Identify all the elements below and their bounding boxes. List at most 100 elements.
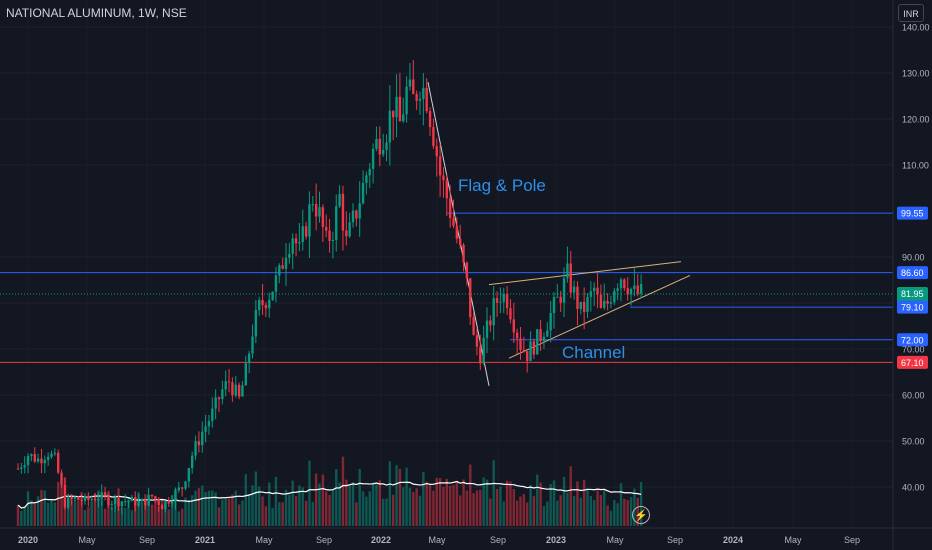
candle-body <box>475 335 479 347</box>
volume-bar <box>314 473 318 526</box>
volume-bar <box>432 490 435 526</box>
volume-bar <box>137 492 140 526</box>
candle-body <box>576 286 579 309</box>
volume-bar <box>546 501 549 526</box>
volume-bar <box>187 499 191 526</box>
volume-bar <box>26 491 30 526</box>
volume-bar <box>368 491 371 526</box>
volume-bar <box>465 490 469 526</box>
time-tick-label: May <box>78 535 96 545</box>
candle-body <box>519 338 522 350</box>
candle-body <box>137 500 140 506</box>
candle-body <box>325 226 328 231</box>
candle-body <box>502 293 505 302</box>
flag-pole-annotation: Flag & Pole <box>458 176 546 195</box>
candlesticks <box>16 60 643 515</box>
volume-bar <box>284 489 288 526</box>
candle-body <box>241 385 244 397</box>
volume-bar <box>271 507 274 526</box>
candle-body <box>345 230 348 237</box>
volume-bar <box>479 489 482 526</box>
time-tick-label: Sep <box>844 535 860 545</box>
volume-bar <box>536 474 539 526</box>
channel-annotation: Channel <box>562 343 625 362</box>
volume-bar <box>281 502 284 526</box>
candle-body <box>636 285 639 294</box>
currency-button[interactable]: INR <box>898 4 924 22</box>
time-tick-label: 2020 <box>18 535 38 545</box>
candle-body <box>515 332 519 339</box>
annotations: Flag & Pole Channel <box>458 176 625 362</box>
candle-body <box>619 279 623 289</box>
candle-body <box>392 110 395 118</box>
candle-body <box>606 300 609 304</box>
volume-bar <box>509 481 512 526</box>
volume-bar <box>254 471 258 526</box>
volume-bar <box>428 485 432 526</box>
candle-body <box>174 490 177 502</box>
time-tick-label: May <box>255 535 273 545</box>
volume-bar <box>294 496 298 526</box>
price-tick-label: 120.00 <box>902 115 930 125</box>
candle-body <box>43 460 46 464</box>
candle-body <box>398 96 402 122</box>
volume-bar <box>134 501 137 526</box>
volume-bar <box>318 483 321 526</box>
price-tick-label: 50.00 <box>902 437 925 447</box>
candle-body <box>549 313 552 331</box>
volume-bar <box>227 498 231 526</box>
candle-body <box>184 481 187 489</box>
candle-body <box>308 204 311 237</box>
candle-body <box>532 341 536 355</box>
candle-body <box>268 299 271 309</box>
candle-body <box>73 496 77 499</box>
candle-body <box>428 111 432 128</box>
volume-bar <box>217 507 221 526</box>
volume-bar <box>130 510 134 526</box>
candle-body <box>582 301 586 312</box>
volume-bar <box>522 494 526 526</box>
volume-bar <box>298 485 301 526</box>
volume-bar <box>274 476 278 526</box>
candle-body <box>341 193 345 231</box>
volume-bar <box>234 490 237 526</box>
candle-body <box>448 198 452 219</box>
price-tick-label: 60.00 <box>902 391 925 401</box>
volume-bar <box>23 506 26 526</box>
volume-bar <box>519 496 522 526</box>
volume-bar <box>43 490 46 526</box>
volume-bar <box>532 496 536 526</box>
volume-bar <box>613 500 616 526</box>
volume-bar <box>445 478 448 526</box>
volume-bar <box>264 506 268 526</box>
candle-body <box>201 431 204 446</box>
volume-bar <box>448 485 452 526</box>
candle-body <box>472 317 475 336</box>
volume-bar <box>197 488 201 526</box>
time-tick-label: Sep <box>667 535 683 545</box>
candle-body <box>512 319 515 333</box>
volume-bar <box>616 503 619 526</box>
candle-body <box>522 349 526 352</box>
candle-body <box>194 441 197 456</box>
candle-body <box>83 495 87 501</box>
volume-bar <box>308 460 311 526</box>
lightning-icon[interactable]: ⚡ <box>632 506 650 524</box>
candle-body <box>452 218 455 226</box>
candle-body <box>33 454 36 462</box>
candle-body <box>415 93 418 101</box>
candle-body <box>261 299 264 305</box>
candle-body <box>170 501 174 504</box>
volume-bars <box>16 456 643 526</box>
candle-body <box>16 468 20 470</box>
candle-body <box>489 320 492 326</box>
volume-bar <box>603 489 606 526</box>
candle-body <box>274 275 278 292</box>
volume-bar <box>87 507 90 526</box>
volume-bar <box>408 487 412 526</box>
volume-bar <box>415 488 418 526</box>
volume-bar <box>371 482 375 526</box>
candle-body <box>633 285 636 289</box>
volume-bar <box>60 485 63 526</box>
